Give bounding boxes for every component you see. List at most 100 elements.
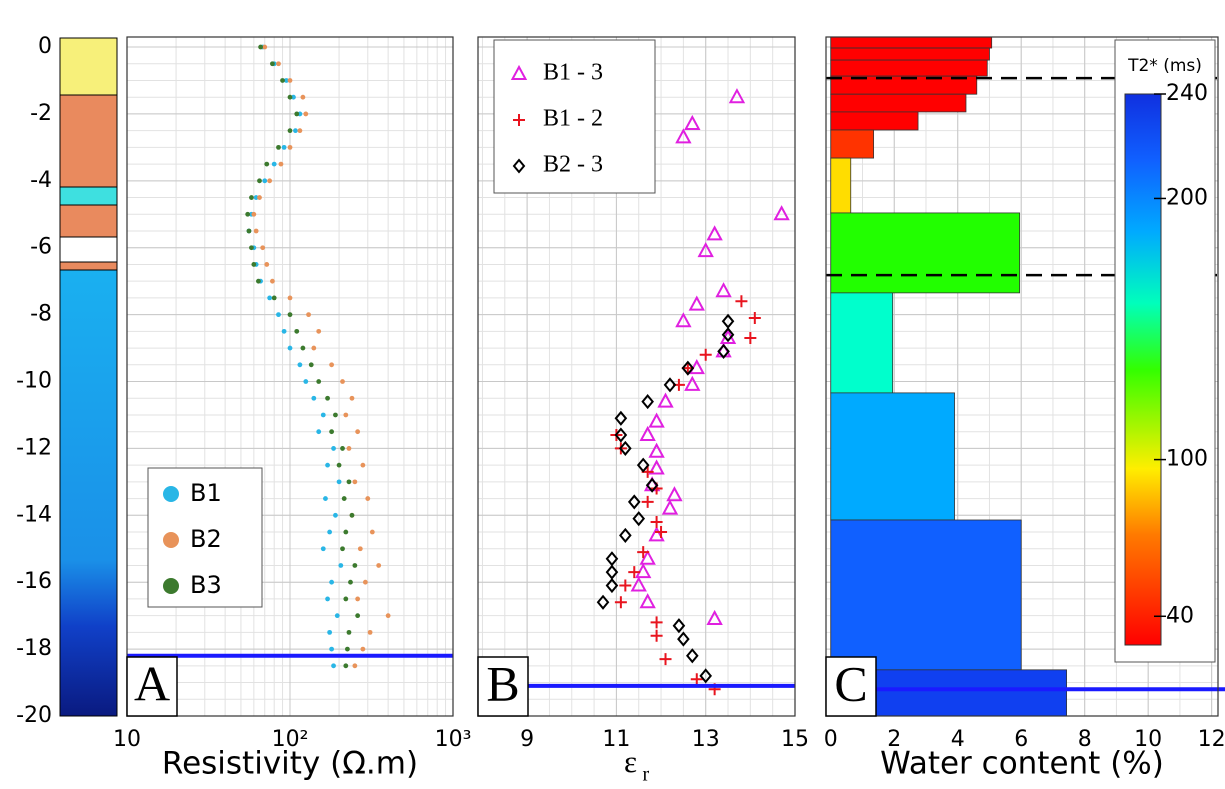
legend-label: B2 - 3 [543, 152, 603, 178]
x-axis-label: ε [624, 744, 637, 779]
plus-marker [655, 526, 668, 539]
y-tick-label: -6 [30, 235, 52, 260]
triangle-marker [728, 88, 746, 104]
x-tick-label: 10³ [435, 727, 472, 752]
triangle-marker [639, 425, 656, 442]
y-tick-label: -4 [30, 168, 52, 193]
triangle-marker [648, 459, 665, 475]
bar [830, 292, 894, 394]
lithology-column [59, 37, 118, 717]
data-point [329, 429, 335, 435]
data-point [293, 128, 298, 134]
data-point [343, 529, 349, 535]
data-point [281, 328, 287, 334]
triangle-marker [639, 549, 656, 565]
data-point [253, 195, 259, 200]
plus-marker [637, 546, 650, 559]
data-point [294, 111, 300, 117]
plus-marker [735, 295, 748, 308]
bar [830, 212, 1021, 294]
bar [830, 157, 852, 214]
data-point [287, 295, 293, 301]
x-axis-label: Resistivity (Ω.m) [162, 746, 418, 782]
data-point [308, 362, 314, 368]
x-tick-label: 8 [1078, 727, 1092, 752]
panel-frame [825, 36, 1219, 717]
data-point [346, 446, 352, 451]
triangle-marker [648, 442, 665, 458]
data-point [249, 195, 254, 200]
data-point [316, 328, 322, 334]
data-point [270, 278, 275, 284]
data-point [365, 496, 371, 501]
plus-marker [628, 566, 641, 579]
plus-marker [650, 616, 663, 629]
triangle-marker [648, 526, 665, 542]
triangle-marker [648, 412, 665, 428]
data-point [325, 395, 330, 401]
data-point [251, 211, 257, 217]
diamond-marker [681, 360, 695, 376]
bar [830, 111, 919, 131]
triangle-marker [675, 312, 692, 328]
x-axis-label-sub: r [643, 764, 650, 786]
data-point [367, 629, 373, 635]
diamond-marker [641, 394, 654, 410]
data-point [343, 412, 349, 418]
data-point [340, 446, 345, 451]
data-point [260, 245, 266, 251]
data-point [345, 646, 350, 652]
data-point [267, 295, 273, 301]
data-point [249, 245, 254, 251]
data-point [287, 94, 293, 100]
data-point [338, 563, 344, 568]
x-tick-label: 4 [951, 727, 965, 752]
x-tick-label: 13 [692, 727, 720, 752]
y-tick-label: 0 [38, 34, 52, 59]
y-tick-label: -16 [16, 569, 52, 594]
data-point [355, 596, 361, 602]
y-tick-label: -10 [16, 369, 52, 394]
data-point [329, 579, 335, 585]
data-point [360, 462, 366, 468]
data-point [276, 144, 281, 150]
data-point [294, 328, 300, 334]
data-point [333, 412, 338, 418]
data-point [283, 78, 289, 83]
diamond-marker [632, 511, 646, 527]
plus-marker [659, 653, 672, 666]
data-point [297, 128, 303, 134]
diamond-marker [614, 427, 628, 443]
data-point [316, 379, 322, 384]
legend-label: B1 - 3 [543, 60, 603, 86]
triangle-marker [706, 225, 723, 241]
data-point [360, 646, 366, 652]
triangle-marker [675, 128, 692, 144]
triangle-marker [661, 499, 679, 515]
plus-marker [614, 596, 627, 609]
colorbar-tick-label: 100 [1166, 447, 1208, 472]
data-point [341, 496, 347, 501]
plus-marker [699, 348, 712, 361]
panel-label-box [477, 656, 529, 717]
data-point [287, 144, 293, 150]
data-point [352, 663, 358, 669]
x-axis-label: Water content (%) [880, 746, 1164, 782]
data-point [325, 596, 330, 602]
triangle-marker [630, 576, 647, 592]
data-point [311, 395, 317, 401]
colorbar [1124, 93, 1162, 646]
y-tick-label: -18 [16, 636, 52, 661]
legend-marker [163, 578, 179, 594]
triangle-marker [635, 563, 652, 579]
plus-marker [690, 673, 703, 686]
data-point [352, 479, 358, 485]
y-tick-label: -2 [30, 101, 52, 126]
data-point [346, 629, 352, 635]
panel-frame [477, 36, 796, 717]
data-point [352, 563, 358, 568]
panel-label: A [134, 655, 170, 711]
data-point [336, 462, 342, 468]
data-point [264, 161, 270, 167]
data-point [333, 512, 338, 518]
